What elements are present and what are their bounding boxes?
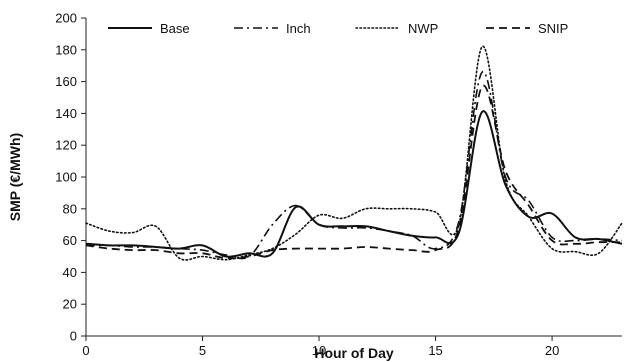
x-tick-label: 20 — [545, 343, 559, 358]
y-tick-label: 160 — [55, 74, 77, 89]
y-tick-label: 200 — [55, 11, 77, 26]
legend-label-snip: SNIP — [538, 21, 568, 36]
series-layer — [85, 45, 623, 261]
y-tick-label: 40 — [63, 265, 77, 280]
legend-label-inch: Inch — [286, 21, 311, 36]
legend: Base Inch NWP SNIP — [108, 21, 568, 36]
y-tick-label: 80 — [63, 201, 77, 216]
y-tick-label: 20 — [63, 297, 77, 312]
x-tick-label: 5 — [199, 343, 206, 358]
series-line-inch — [85, 71, 623, 260]
y-tick-label: 0 — [70, 329, 77, 344]
legend-label-base: Base — [160, 21, 190, 36]
legend-label-nwp: NWP — [408, 21, 438, 36]
series-line-snip — [85, 84, 623, 260]
series-line-base — [85, 110, 623, 258]
y-tick-label: 180 — [55, 42, 77, 57]
x-tick-label: 15 — [428, 343, 442, 358]
axes: 0 20 40 60 80 100 120 140 160 180 200 0 5 10 15 20 — [55, 11, 622, 358]
y-axis-title: SMP (€/MWh) — [7, 133, 23, 221]
x-axis-title: Hour of Day — [314, 345, 394, 361]
y-tick-label: 60 — [63, 233, 77, 248]
y-tick-label: 120 — [55, 138, 77, 153]
x-tick-label: 10 — [312, 343, 326, 358]
y-tick-label: 100 — [55, 170, 77, 185]
series-line-nwp — [85, 45, 623, 261]
y-tick-label: 140 — [55, 106, 77, 121]
x-tick-label: 0 — [82, 343, 89, 358]
